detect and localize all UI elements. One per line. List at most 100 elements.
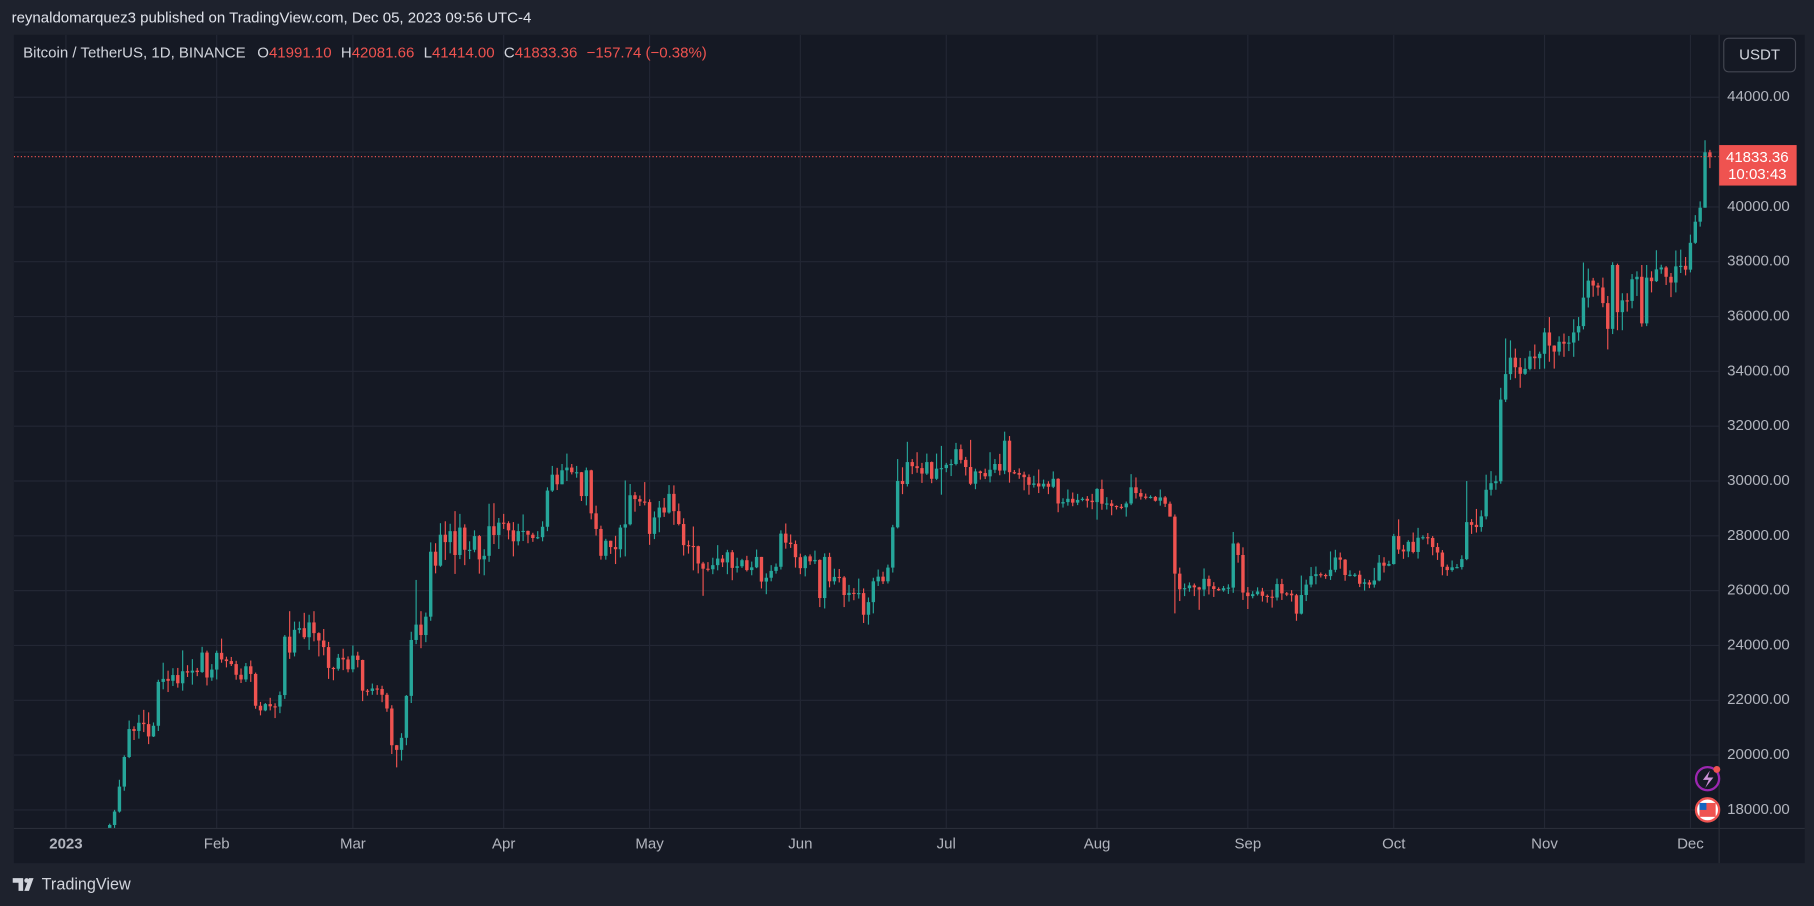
candle-body: [706, 568, 710, 570]
candle-body: [939, 468, 944, 470]
candle-body: [317, 633, 321, 641]
candle-body: [1095, 488, 1099, 503]
candle-body: [754, 556, 759, 568]
candle-body: [832, 576, 837, 582]
candle-body: [1620, 300, 1625, 313]
candle-body: [764, 577, 769, 582]
candle-body: [356, 655, 360, 660]
candle-body: [983, 473, 987, 477]
candle-body: [604, 540, 608, 556]
candle-body: [1255, 591, 1260, 595]
candle-body: [1547, 332, 1552, 346]
x-tick-label: 2023: [49, 836, 82, 853]
candle-body: [467, 549, 472, 551]
candle-body: [380, 689, 384, 695]
flag-canton: [1699, 802, 1707, 810]
candle-body: [701, 563, 705, 569]
candle-body: [127, 729, 131, 758]
currency-button[interactable]: [1723, 37, 1797, 73]
candle-body: [1182, 588, 1187, 590]
ohlc-value: 42081.66: [352, 44, 415, 61]
candle-body: [1178, 573, 1182, 590]
candle-body: [1221, 588, 1226, 591]
candle-body: [1576, 326, 1581, 333]
candle-body: [506, 523, 511, 531]
candle-body: [1445, 566, 1449, 571]
x-tick-label: May: [635, 836, 664, 853]
candle-body: [803, 556, 807, 569]
candle-body: [628, 495, 632, 525]
candle-body: [390, 708, 394, 746]
candle-body: [638, 499, 642, 502]
candle-body: [1387, 564, 1391, 566]
candle-body: [1333, 557, 1338, 570]
candle-body: [988, 469, 992, 477]
candle-body: [1246, 592, 1250, 597]
candle-body: [1533, 356, 1537, 359]
candle-body: [1406, 541, 1411, 552]
candle-body: [443, 534, 448, 543]
candle-body: [1236, 543, 1240, 555]
candle-body: [555, 474, 559, 485]
candle-body: [1392, 536, 1396, 565]
candle-body: [1212, 586, 1216, 589]
candle-body: [375, 688, 379, 690]
candle-body: [1105, 503, 1109, 505]
candle-body: [696, 546, 700, 564]
candle-body: [550, 474, 555, 491]
candle-body: [905, 462, 910, 485]
candle-body: [1396, 536, 1401, 550]
candle-body: [1523, 368, 1527, 374]
candle-body: [1435, 547, 1440, 553]
x-tick-label: Jun: [788, 836, 812, 853]
candle-body: [171, 675, 175, 681]
candle-body: [1683, 265, 1688, 270]
y-tick-label: 36000.00: [1727, 307, 1790, 324]
candle-body: [1572, 332, 1576, 343]
candle-body: [200, 652, 204, 673]
candle-body: [647, 502, 652, 534]
candle-body: [1192, 585, 1197, 588]
x-tick-label: Sep: [1234, 836, 1261, 853]
candle-body: [1071, 498, 1075, 503]
last-price-box: [1719, 145, 1797, 186]
candle-body: [1338, 557, 1342, 560]
ohlc-key: L: [424, 44, 432, 61]
candle-body: [589, 470, 593, 514]
candle-body: [769, 570, 773, 578]
x-tick-label: Dec: [1677, 836, 1704, 853]
currency-label[interactable]: USDT: [1739, 47, 1780, 64]
candle-body: [151, 725, 156, 737]
candle-body: [613, 547, 618, 550]
candle-body: [1061, 502, 1065, 504]
candle-body: [1289, 593, 1294, 596]
candle-body: [1465, 522, 1469, 560]
candle-body: [1542, 332, 1547, 354]
candle-body: [1591, 280, 1595, 286]
candle-body: [1012, 472, 1017, 474]
candle-body: [1513, 357, 1518, 368]
candles: [13, 140, 1720, 829]
candle-body: [750, 567, 754, 571]
candle-body: [735, 566, 739, 568]
candle-body: [779, 533, 783, 567]
candle-body: [774, 566, 778, 571]
candle-body: [1304, 584, 1308, 596]
countdown: 10:03:43: [1728, 166, 1786, 183]
candle-body: [998, 463, 1002, 471]
y-tick-label: 24000.00: [1727, 636, 1790, 653]
candle-body: [1703, 152, 1707, 208]
candle-body: [297, 628, 302, 630]
candle-body: [1275, 584, 1279, 598]
candle-body: [1348, 574, 1352, 576]
candle-body: [643, 501, 647, 503]
candle-body: [608, 540, 613, 548]
candle-body: [458, 527, 462, 555]
candle-body: [1158, 497, 1162, 501]
candle-body: [1032, 483, 1036, 485]
candle-body: [1644, 277, 1649, 324]
candle-body: [1372, 580, 1376, 585]
candle-body: [521, 530, 525, 533]
lightning-glyph: [1702, 770, 1714, 788]
